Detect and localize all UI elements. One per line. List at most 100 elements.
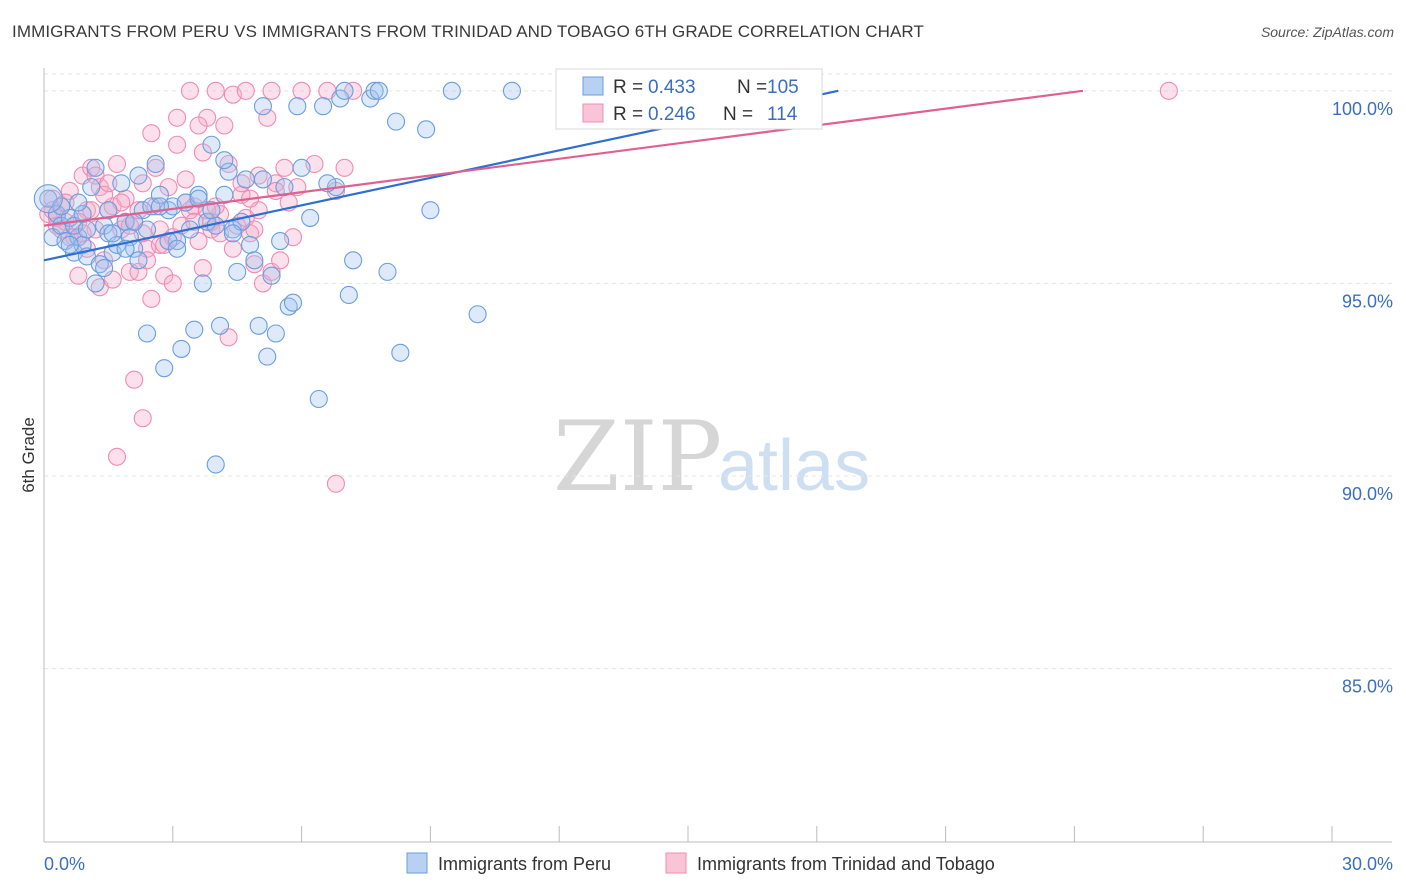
- peru-point-84: [189, 189, 208, 208]
- stats-trinidad-r-label: R =: [613, 104, 643, 125]
- trinidad-point-101: [271, 251, 290, 270]
- peru-point-60: [292, 158, 311, 177]
- trinidad-point-63: [133, 409, 152, 428]
- peru-point-101: [168, 239, 187, 258]
- trinidad-point-99: [223, 239, 242, 258]
- peru-point-85: [223, 224, 242, 243]
- trinidad-point-68: [146, 158, 165, 177]
- peru-point-67: [339, 285, 358, 305]
- series-peru-points: [33, 81, 633, 474]
- trinidad-point-78: [168, 135, 187, 154]
- trinidad-point-65: [125, 370, 144, 389]
- peru-point-102: [60, 235, 79, 254]
- peru-point-36: [189, 185, 208, 204]
- peru-point-71: [369, 81, 388, 100]
- stats-peru-n-label: N =: [737, 77, 767, 98]
- peru-point-41: [210, 316, 230, 335]
- watermark-atlas: atlas: [718, 426, 870, 506]
- trinidad-point-70: [189, 116, 208, 135]
- x-tick-label-0: 0.0%: [44, 854, 85, 874]
- trinidad-point-89: [163, 274, 182, 293]
- trinidad-point-51: [258, 108, 277, 127]
- y-tick-label-1: 90.0%: [1342, 484, 1393, 504]
- trinidad-point-32: [176, 170, 195, 189]
- peru-point-79: [502, 81, 522, 100]
- peru-point-99: [77, 220, 96, 239]
- trinidad-point-39: [206, 81, 225, 100]
- trinidad-point-48: [245, 255, 264, 274]
- peru-point-43: [219, 162, 238, 181]
- peru-point-68: [344, 251, 363, 270]
- peru-point-11: [86, 274, 105, 293]
- peru-point-78: [468, 305, 487, 324]
- y-axis-label: 6th Grade: [19, 417, 38, 493]
- peru-point-47: [236, 170, 255, 189]
- trinidad-point-56: [292, 81, 311, 100]
- peru-point-21: [129, 251, 148, 270]
- peru-point-72: [378, 262, 397, 281]
- legend-peru-label: Immigrants from Peru: [438, 854, 611, 874]
- peru-point-86: [253, 97, 273, 116]
- trinidad-point-16: [107, 154, 127, 174]
- peru-point-95: [103, 224, 122, 243]
- trinidad-point-79: [180, 81, 200, 100]
- trinidad-point-60: [335, 158, 354, 177]
- legend-trinidad-swatch: [665, 852, 687, 874]
- peru-point-55: [271, 232, 290, 251]
- x-tick-labels: 0.0% 30.0%: [44, 854, 1393, 874]
- legend-trinidad-label: Immigrants from Trinidad and Tobago: [697, 854, 995, 874]
- trinidad-point-7: [69, 266, 88, 285]
- peru-point-70: [365, 81, 384, 100]
- peru-point-87: [86, 158, 105, 177]
- peru-point-17: [112, 174, 131, 193]
- peru-point-81: [129, 166, 148, 185]
- trinidad-point-36: [193, 258, 212, 278]
- peru-point-74: [391, 343, 410, 362]
- trinidad-point-24: [142, 289, 161, 308]
- peru-point-28: [155, 359, 174, 378]
- y-tick-label-0: 85.0%: [1342, 677, 1393, 697]
- peru-point-48: [241, 235, 260, 254]
- peru-point-25: [137, 324, 157, 343]
- stats-peru-n-value: 105: [767, 77, 799, 98]
- watermark: ZIP atlas: [553, 401, 870, 513]
- peru-point-49: [245, 251, 264, 270]
- peru-point-53: [262, 266, 281, 285]
- peru-point-32: [172, 339, 191, 358]
- trinidad-point-104: [99, 174, 118, 193]
- peru-point-73: [387, 112, 406, 131]
- peru-point-56: [275, 178, 294, 197]
- peru-point-54: [266, 324, 285, 343]
- peru-point-82: [99, 201, 118, 220]
- chart-source: Source: ZipAtlas.com: [1260, 24, 1394, 40]
- trinidad-point-30: [168, 108, 187, 127]
- peru-point-52: [258, 347, 277, 366]
- peru-point-10: [82, 178, 101, 197]
- peru-point-35: [185, 320, 204, 339]
- y-tick-label-2: 95.0%: [1342, 291, 1393, 311]
- peru-point-76: [421, 201, 440, 220]
- trinidad-point-62: [326, 474, 345, 493]
- stats-trinidad-r-value: 0.246: [648, 104, 696, 125]
- peru-point-90: [52, 197, 71, 216]
- trinidad-point-71: [236, 81, 255, 100]
- watermark-zip: ZIP: [553, 401, 722, 513]
- trinidad-point-54: [275, 158, 294, 177]
- stats-trinidad-n-label: N =: [723, 104, 753, 125]
- peru-point-97: [125, 212, 144, 231]
- peru-point-66: [335, 81, 354, 100]
- trend-line-trinidad: [43, 89, 1084, 227]
- trinidad-point-106: [142, 124, 161, 143]
- peru-point-98: [215, 151, 234, 170]
- stats-trinidad-n-value: 114: [767, 104, 798, 125]
- trinidad-point-111: [1159, 81, 1178, 100]
- peru-point-37: [193, 274, 212, 293]
- gridlines: [44, 73, 1392, 670]
- peru-point-58: [283, 293, 303, 312]
- peru-point-62: [309, 389, 328, 409]
- peru-point-96: [69, 193, 88, 212]
- peru-point-39: [202, 135, 221, 154]
- trinidad-point-41: [215, 116, 234, 135]
- peru-point-50: [249, 316, 268, 335]
